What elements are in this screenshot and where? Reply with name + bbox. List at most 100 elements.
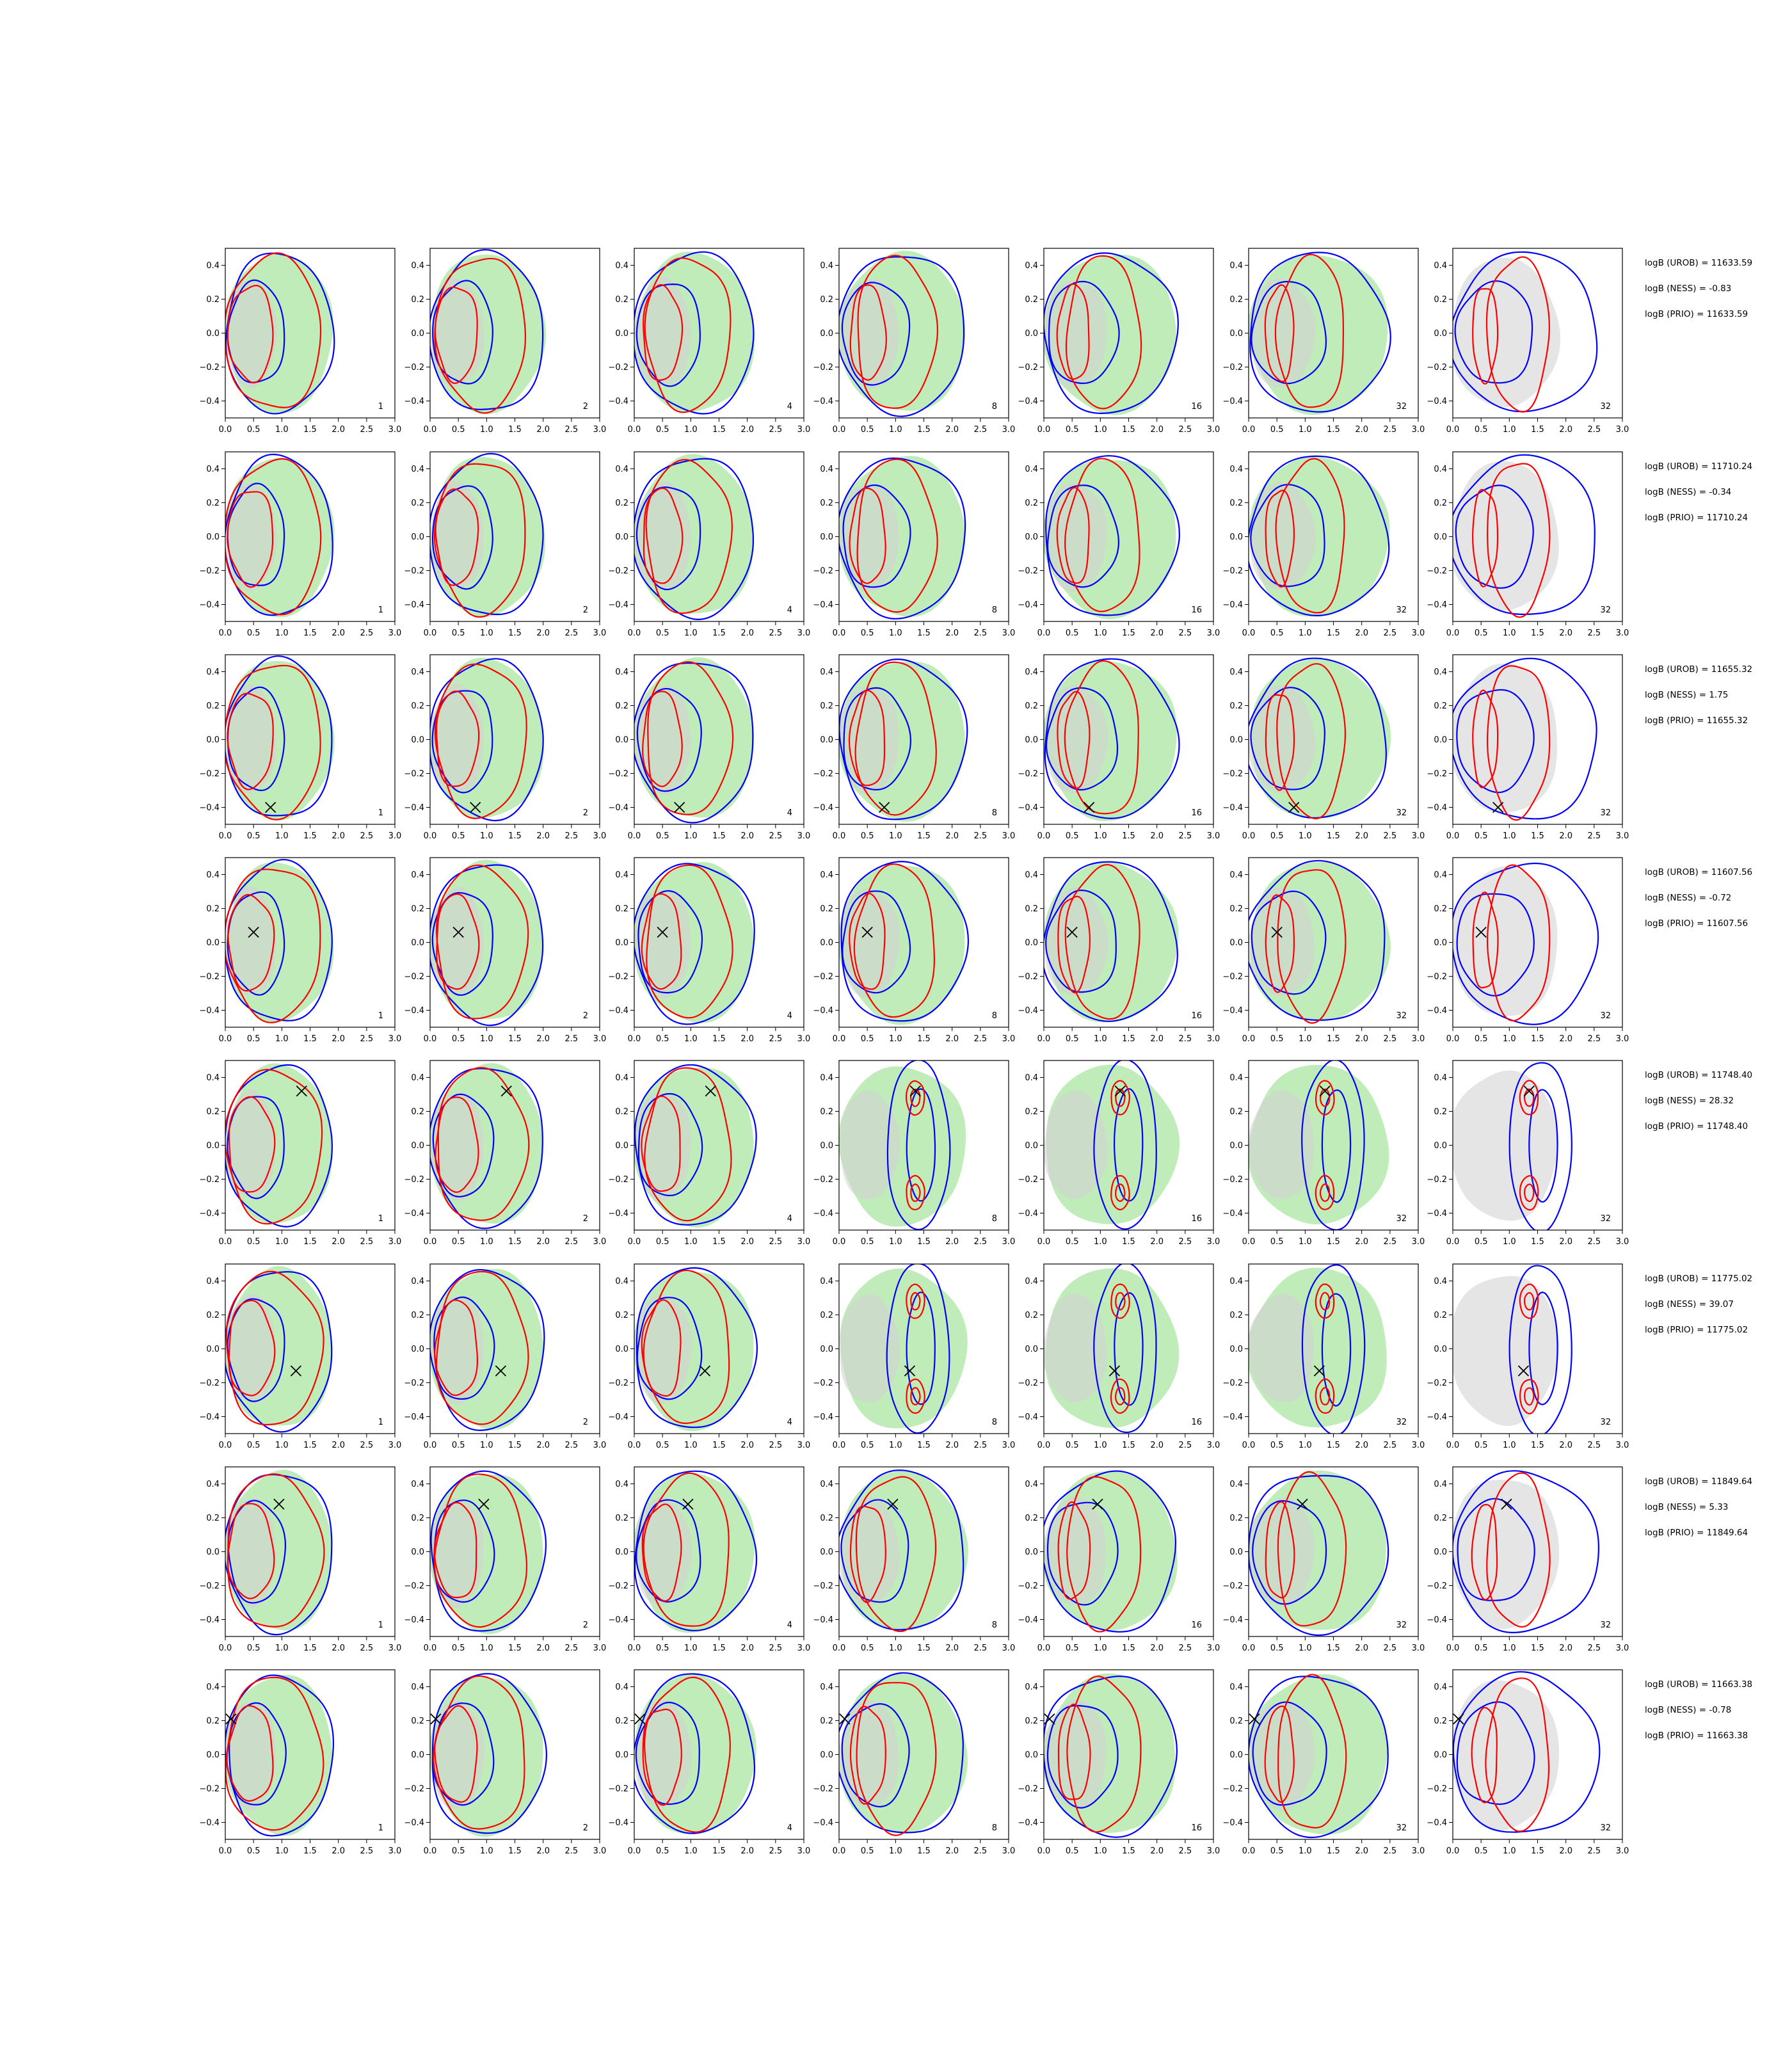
y-tick-label: −0.4 <box>199 1818 220 1828</box>
blue-contour <box>1301 1264 1366 1434</box>
cross-marker <box>887 1498 899 1510</box>
blue-contour <box>1456 689 1535 794</box>
x-tick-label: 1.0 <box>1094 1237 1107 1247</box>
blue-contour <box>886 1060 951 1230</box>
x-tick-label: 2.5 <box>1587 1846 1601 1856</box>
red-contour <box>1320 1088 1331 1107</box>
x-tick-label: 0.5 <box>656 1034 669 1044</box>
y-tick-label: −0.2 <box>404 1175 424 1185</box>
y-tick-label: −0.4 <box>404 397 424 406</box>
blue-contour <box>1453 657 1597 820</box>
x-tick-label: 1.5 <box>1531 425 1544 435</box>
grey-shaded-region <box>1249 1497 1315 1607</box>
panel-r7-c6: 0.4 0.2 0.0 −0.2 −0.4 0.0 0.5 1.0 1.5 2.0 2.5 3.0 32 <box>1222 1466 1425 1653</box>
y-tick-label: 0.4 <box>820 668 833 677</box>
blue-contour <box>225 1064 333 1228</box>
x-tick-label: 1.0 <box>1094 831 1107 841</box>
x-tick-label: 0.0 <box>1446 1846 1460 1856</box>
panel-label: 16 <box>1191 1418 1202 1427</box>
logb-text: logB (PRIO) = 11775.02 <box>1645 1325 1748 1335</box>
red-contour <box>1265 1501 1295 1599</box>
x-tick-label: 1.0 <box>1299 1846 1312 1856</box>
grey-shaded-region <box>1453 461 1559 611</box>
blue-contour <box>1456 893 1535 996</box>
x-tick-label: 1.5 <box>917 831 931 841</box>
x-tick-label: 2.0 <box>740 1441 754 1450</box>
blue-contour <box>1249 455 1390 617</box>
y-tick-label: −0.2 <box>608 566 628 576</box>
x-tick-label: 1.0 <box>480 425 493 435</box>
y-tick-label: 0.2 <box>1025 701 1038 711</box>
x-tick-label: 3.0 <box>1412 628 1425 638</box>
x-tick-label: 2.0 <box>332 425 345 435</box>
blue-contour <box>430 658 544 822</box>
x-tick-label: 1.5 <box>1122 1441 1135 1450</box>
chart-row-2: 0.40.20.0−0.2−0.40.0 0.5 1.0 1.5 2.0 2.5 3.010… <box>199 451 1752 638</box>
x-tick-label: 0.0 <box>1242 1644 1256 1653</box>
chart-row-7: 0.40.20.0−0.2−0.40.0 0.5 1.0 1.5 2.0 2.5 3.010… <box>199 1466 1752 1653</box>
panel-contours <box>430 1470 547 1635</box>
y-tick-label: 0.4 <box>1229 1480 1243 1489</box>
cross-marker <box>500 1085 512 1097</box>
y-tick-label: −0.2 <box>1018 566 1038 576</box>
panel-r1-c7: 0.4 0.2 0.0 −0.2 −0.4 0.0 0.5 1.0 1.5 2.0 2.5 3.0 32 <box>1427 248 1629 435</box>
x-tick-label: 1.5 <box>712 1644 726 1653</box>
x-tick-label: 2.5 <box>1178 1846 1192 1856</box>
x-tick-label: 3.0 <box>388 628 402 638</box>
x-tick-label: 1.5 <box>508 1237 522 1247</box>
cross-marker <box>1249 1713 1260 1725</box>
grey-shaded-region <box>1249 1702 1315 1811</box>
cross-marker <box>1453 1713 1464 1725</box>
y-tick-label: −0.2 <box>813 1784 833 1794</box>
x-tick-label: 1.0 <box>889 1034 902 1044</box>
x-tick-label: 3.0 <box>1207 1644 1220 1653</box>
x-tick-label: 0.5 <box>1066 425 1079 435</box>
y-tick-label: 0.0 <box>615 938 628 948</box>
x-tick-label: 2.5 <box>564 831 578 841</box>
y-tick-label: 0.0 <box>820 1345 833 1354</box>
y-tick-label: 0.4 <box>615 1073 628 1083</box>
y-tick-label: 0.2 <box>1229 904 1243 914</box>
x-tick-label: 3.0 <box>593 831 607 841</box>
x-tick-label: 1.5 <box>1122 628 1135 638</box>
x-tick-label: 0.0 <box>833 628 846 638</box>
blue-contour <box>842 890 911 994</box>
panel-r4-c2: 0.4 0.2 0.0 −0.2 −0.4 0.0 0.5 1.0 1.5 2.0 2.5 3.0 2 <box>404 857 606 1044</box>
y-tick-label: −0.2 <box>1222 1581 1243 1591</box>
x-tick-label: 2.0 <box>740 1846 754 1856</box>
x-tick-label: 2.0 <box>332 1237 345 1247</box>
x-tick-label: 2.5 <box>360 1237 373 1247</box>
grey-shaded-region <box>225 1089 276 1198</box>
cross-stroke <box>265 801 276 813</box>
x-tick-label: 2.5 <box>769 831 782 841</box>
panel-r2-c5: 0.4 0.2 0.0 −0.2 −0.4 0.0 0.5 1.0 1.5 2.0 2.5 3.0 16 <box>1018 451 1220 638</box>
red-contour <box>434 1299 479 1396</box>
y-tick-label: 0.0 <box>1229 532 1243 542</box>
blue-contour <box>1251 890 1327 995</box>
panel-r1-c2: 0.4 0.2 0.0 −0.2 −0.4 0.0 0.5 1.0 1.5 2.0 2.5 3.0 2 <box>404 248 606 435</box>
y-tick-label: 0.2 <box>1434 295 1447 305</box>
cross-stroke <box>273 1498 285 1510</box>
cross-stroke <box>1523 1085 1535 1097</box>
panel-contours <box>1249 1060 1389 1230</box>
red-contour <box>1315 1174 1335 1210</box>
x-tick-label: 0.0 <box>1242 1846 1256 1856</box>
y-tick-label: −0.4 <box>608 397 628 406</box>
y-tick-label: −0.2 <box>1018 1379 1038 1388</box>
y-tick-label: −0.2 <box>608 1175 628 1185</box>
y-tick-label: −0.4 <box>1222 803 1243 813</box>
y-tick-label: 0.4 <box>1434 668 1447 677</box>
cross-stroke <box>500 1085 512 1097</box>
y-tick-label: −0.2 <box>199 1581 220 1591</box>
y-tick-label: −0.2 <box>813 1379 833 1388</box>
panel-contours <box>1044 658 1180 821</box>
cross-stroke <box>495 1365 507 1377</box>
panel-r3-c4: 0.4 0.2 0.0 −0.2 −0.4 0.0 0.5 1.0 1.5 2.0 2.5 3.0 8 <box>813 654 1015 841</box>
panel-label: 32 <box>1396 605 1407 615</box>
x-tick-label: 0.0 <box>628 1034 641 1044</box>
blue-contour <box>839 1672 964 1834</box>
x-tick-label: 1.0 <box>480 1846 493 1856</box>
panel-contours <box>1249 252 1391 415</box>
red-contour <box>434 663 527 819</box>
blue-contour <box>1455 484 1534 589</box>
